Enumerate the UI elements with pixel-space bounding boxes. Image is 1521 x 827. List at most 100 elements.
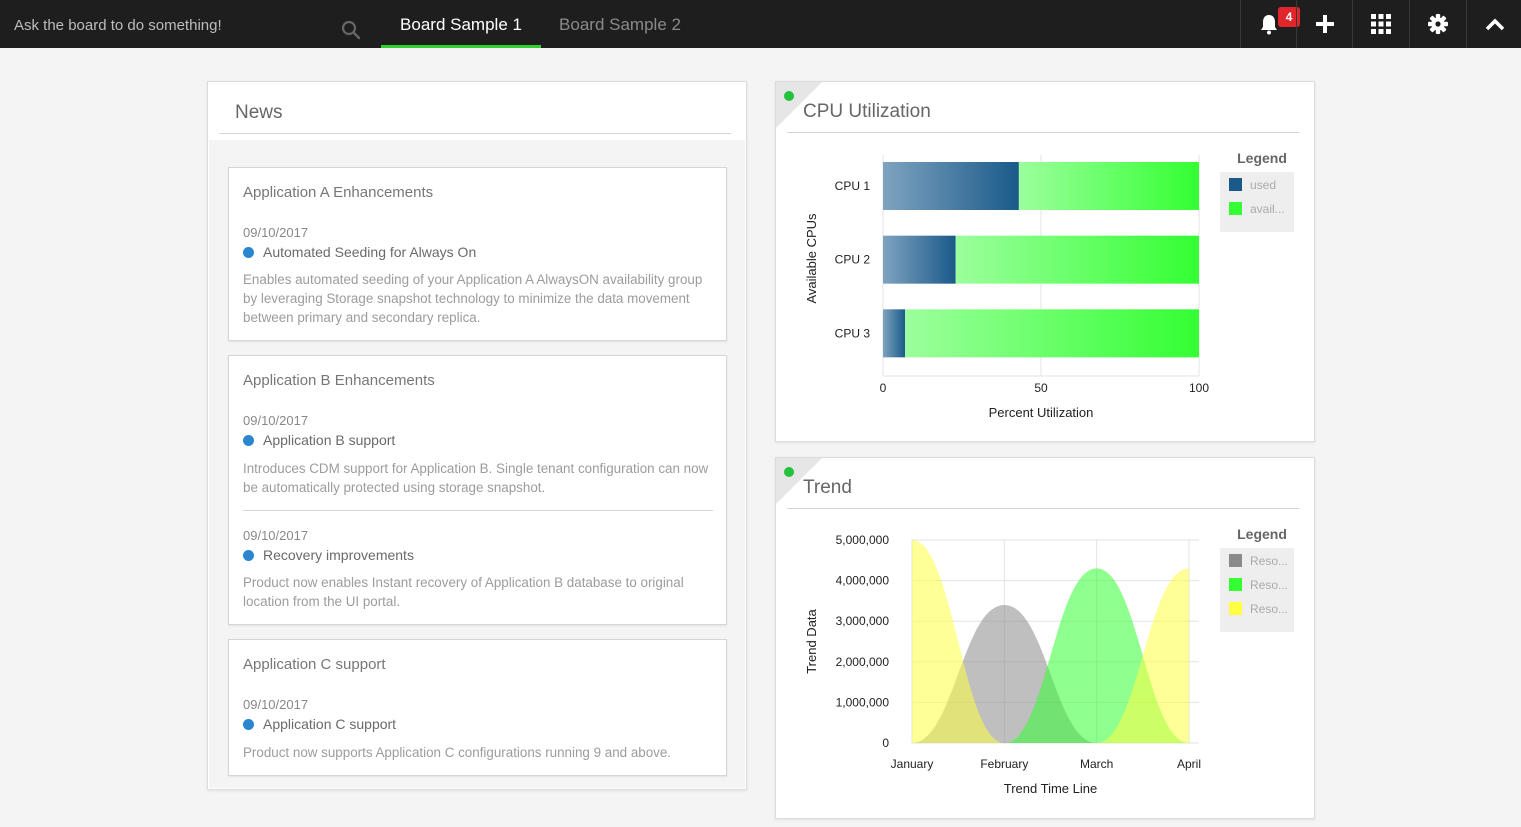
panel-title: News	[235, 102, 283, 123]
y-tick-label: 1,000,000	[836, 695, 890, 709]
panel-title: CPU Utilization	[803, 101, 931, 122]
news-card: Application C support 09/10/2017 Applica…	[228, 639, 727, 776]
y-tick-label: CPU 3	[835, 326, 871, 340]
headline-text: Application C support	[263, 716, 397, 732]
divider	[787, 508, 1299, 509]
bar-available	[905, 309, 1199, 358]
panel-corner	[776, 82, 822, 128]
card-title: Application A Enhancements	[243, 184, 434, 201]
x-tick-label: 50	[1034, 381, 1048, 395]
x-axis-label: Percent Utilization	[989, 405, 1094, 420]
news-card: Application B Enhancements 09/10/2017 Ap…	[228, 355, 727, 625]
chevron-up-icon	[1485, 18, 1504, 31]
item-headline: Automated Seeding for Always On	[243, 244, 476, 260]
legend-swatch	[1229, 602, 1242, 615]
bar-available	[1018, 162, 1199, 210]
item-date: 09/10/2017	[243, 528, 309, 543]
x-axis-label: Trend Time Line	[1004, 781, 1097, 796]
x-tick-label: 0	[880, 381, 887, 395]
plus-icon	[1315, 15, 1334, 33]
trend-chart: 0 1,000,000 2,000,000 3,000,000 4,000,000 5,0…	[804, 526, 1294, 796]
search-icon[interactable]	[341, 20, 361, 40]
card-title: Application C support	[243, 656, 386, 673]
news-card: Application A Enhancements 09/10/2017 Au…	[228, 167, 727, 341]
notification-badge: 4	[1278, 7, 1300, 27]
news-panel: News Application A Enhancements 09/10/20…	[207, 81, 747, 790]
headline-text: Application B support	[263, 432, 396, 448]
cpu-utilization-chart: CPU 1 CPU 2 CPU 3 0 50 100 Percent Utilization…	[804, 150, 1294, 420]
panel-corner	[776, 458, 822, 504]
item-description: Introduces CDM support for Application B…	[243, 461, 709, 495]
legend-swatch	[1229, 202, 1242, 215]
divider	[219, 133, 731, 134]
item-headline: Application B support	[243, 432, 395, 448]
y-tick-label: 3,000,000	[836, 614, 890, 628]
grid-icon	[1370, 14, 1391, 34]
x-tick-label: March	[1080, 757, 1113, 771]
status-indicator	[784, 467, 794, 477]
y-tick-label: 5,000,000	[836, 533, 890, 547]
y-tick-label: 0	[882, 736, 889, 750]
notifications-button[interactable]	[1240, 0, 1296, 48]
item-description: Product now enables Instant recovery of …	[243, 575, 684, 609]
bar-available	[955, 235, 1199, 284]
tab-label: Board Sample 2	[559, 15, 681, 34]
legend-swatch	[1229, 554, 1242, 567]
tab-board-sample-1[interactable]: Board Sample 1	[381, 0, 541, 48]
legend-swatch	[1229, 578, 1242, 591]
bullet-icon	[243, 246, 254, 258]
legend-swatch	[1229, 178, 1242, 191]
top-bar: Board Sample 1 Board Sample 2 4	[0, 0, 1521, 48]
bullet-icon	[243, 549, 254, 561]
legend-title: Legend	[1237, 150, 1287, 166]
tab-label: Board Sample 1	[400, 15, 522, 34]
y-axis-label: Trend Data	[804, 608, 819, 673]
item-date: 09/10/2017	[243, 413, 309, 428]
bar-used	[883, 309, 906, 358]
settings-button[interactable]	[1409, 0, 1465, 48]
bell-icon	[1260, 15, 1277, 35]
trend-panel: Trend 0 1,000,000 2,000,000 3,000,000 4,000,…	[775, 457, 1315, 819]
x-tick-label: April	[1177, 757, 1201, 771]
legend-label: Reso...	[1250, 554, 1288, 568]
area-series-2	[912, 568, 1189, 743]
item-date: 09/10/2017	[243, 697, 309, 712]
active-tab-indicator	[381, 45, 541, 48]
legend-label: Reso...	[1250, 578, 1288, 592]
news-list: Application A Enhancements 09/10/2017 Au…	[209, 140, 745, 788]
search-input[interactable]	[14, 14, 334, 36]
bar-used	[883, 235, 956, 284]
item-date: 09/10/2017	[243, 225, 309, 240]
collapse-button[interactable]	[1466, 0, 1521, 48]
legend-label: Reso...	[1250, 602, 1288, 616]
legend-label: used	[1250, 178, 1276, 192]
bullet-icon	[243, 434, 254, 446]
x-tick-label: 100	[1189, 381, 1209, 395]
headline-text: Automated Seeding for Always On	[263, 244, 477, 260]
tab-board-sample-2[interactable]: Board Sample 2	[541, 0, 699, 48]
gear-icon	[1427, 14, 1448, 34]
item-description: Product now supports Application C confi…	[243, 745, 672, 760]
y-axis-label: Available CPUs	[804, 213, 819, 304]
bar-used	[883, 162, 1019, 210]
x-tick-label: February	[980, 757, 1028, 771]
add-button[interactable]	[1296, 0, 1352, 48]
divider	[787, 132, 1299, 133]
card-title: Application B Enhancements	[243, 372, 435, 389]
legend-label: avail...	[1250, 202, 1285, 216]
bullet-icon	[243, 718, 254, 730]
panel-title: Trend	[803, 477, 852, 498]
apps-button[interactable]	[1352, 0, 1408, 48]
y-tick-label: CPU 1	[835, 179, 871, 193]
item-divider	[243, 510, 713, 511]
y-tick-label: 2,000,000	[836, 655, 890, 669]
x-tick-label: January	[891, 757, 934, 771]
cpu-utilization-panel: CPU Utilization CPU 1 CPU 2 CPU 3 0 50 100 Per…	[775, 81, 1315, 442]
item-headline: Application C support	[243, 716, 396, 732]
item-description: Enables automated seeding of your Applic…	[243, 272, 703, 325]
headline-text: Recovery improvements	[263, 547, 414, 563]
y-tick-label: 4,000,000	[836, 574, 890, 588]
y-tick-label: CPU 2	[835, 253, 871, 267]
status-indicator	[784, 91, 794, 101]
item-headline: Recovery improvements	[243, 547, 414, 563]
